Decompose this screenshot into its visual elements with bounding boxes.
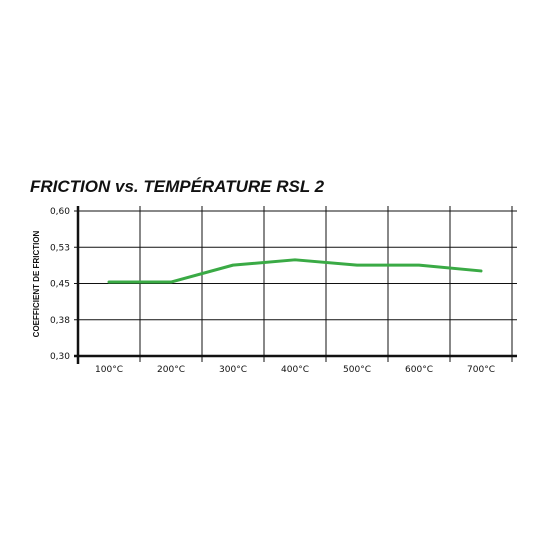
x-tick-label: 100°C xyxy=(95,365,123,375)
y-tick-label: 0,53 xyxy=(50,243,70,253)
x-tick-label: 300°C xyxy=(219,365,247,375)
x-tick-label: 700°C xyxy=(467,365,495,375)
x-tick-label: 500°C xyxy=(343,365,371,375)
data-point xyxy=(356,264,358,266)
y-tick-label: 0,45 xyxy=(50,280,70,290)
series-line xyxy=(107,258,483,284)
y-tick-label: 0,38 xyxy=(50,316,70,326)
y-axis-label: COEFFICIENT DE FRICTION xyxy=(32,230,41,337)
data-point xyxy=(108,281,110,283)
grid xyxy=(74,206,517,362)
x-tick-label: 400°C xyxy=(281,365,309,375)
axes xyxy=(74,206,517,364)
data-point xyxy=(170,281,172,283)
y-ticks: 0,60 0,53 0,45 0,38 0,30 xyxy=(50,207,70,362)
y-tick-label: 0,30 xyxy=(50,352,70,362)
x-tick-label: 200°C xyxy=(157,365,185,375)
x-ticks: 100°C 200°C 300°C 400°C 500°C 600°C 700°C xyxy=(95,365,495,375)
y-tick-label: 0,60 xyxy=(50,207,70,217)
data-point xyxy=(418,264,420,266)
chart-title: FRICTION vs. TEMPÉRATURE RSL 2 xyxy=(30,177,325,196)
data-point xyxy=(294,259,296,261)
data-point xyxy=(232,264,234,266)
x-tick-label: 600°C xyxy=(405,365,433,375)
data-point xyxy=(480,270,482,272)
series xyxy=(107,258,483,284)
